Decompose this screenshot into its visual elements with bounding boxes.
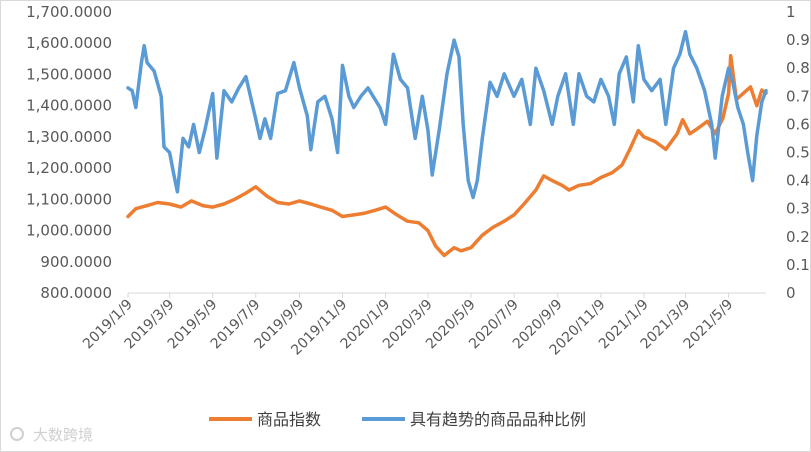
legend-item-commodity-index[interactable]: 商品指数: [209, 410, 321, 429]
legend: 商品指数 具有趋势的商品品种比例: [209, 410, 586, 429]
y-right-tick-label: 0.9: [786, 31, 810, 49]
y-left-tick-label: 1,000.0000: [26, 222, 112, 240]
legend-item-trend-ratio[interactable]: 具有趋势的商品品种比例: [362, 410, 586, 429]
legend-label-trend-ratio: 具有趋势的商品品种比例: [410, 410, 586, 429]
watermark: 大数跨境: [10, 426, 93, 444]
y-right-tick-label: 0.1: [786, 256, 810, 274]
y-left-tick-label: 1,400.0000: [26, 97, 112, 115]
y-left-tick-label: 800.0000: [40, 284, 112, 302]
x-axis: 2019/1/92019/3/92019/5/92019/7/92019/9/9…: [80, 293, 736, 359]
series-line-commodity-index: [126, 53, 768, 258]
legend-label-commodity-index: 商品指数: [257, 410, 321, 429]
plot-area: [126, 29, 768, 258]
y-left-tick-label: 1,600.0000: [26, 34, 112, 52]
y-left-tick-label: 1,500.0000: [26, 65, 112, 83]
y-left-tick-label: 900.0000: [40, 253, 112, 271]
y-left-tick-label: 1,100.0000: [26, 190, 112, 208]
y-left-tick-label: 1,300.0000: [26, 128, 112, 146]
y-right-tick-label: 0.4: [786, 172, 810, 190]
y-right-tick-label: 0.6: [786, 115, 810, 133]
y-right-tick-label: 0.5: [786, 144, 810, 162]
y-left-tick-label: 1,700.0000: [26, 3, 112, 21]
y-axis-left: 800.0000 900.0000 1,000.0000 1,100.0000 1,20…: [26, 3, 112, 302]
y-axis-right: 0 0.1 0.2 0.3 0.4 0.5 0.6 0.7 0.8 0.9 1: [786, 3, 810, 302]
watermark-text: 大数跨境: [33, 426, 93, 444]
y-left-tick-label: 1,200.0000: [26, 159, 112, 177]
y-right-tick-label: 0.3: [786, 200, 810, 218]
y-right-tick-label: 1: [786, 3, 796, 21]
y-right-tick-label: 0.8: [786, 59, 810, 77]
series-line-trend-ratio: [126, 29, 768, 200]
y-right-tick-label: 0.7: [786, 87, 810, 105]
watermark-logo-icon: [10, 427, 24, 441]
y-right-tick-label: 0.2: [786, 228, 810, 246]
y-right-tick-label: 0: [786, 284, 796, 302]
